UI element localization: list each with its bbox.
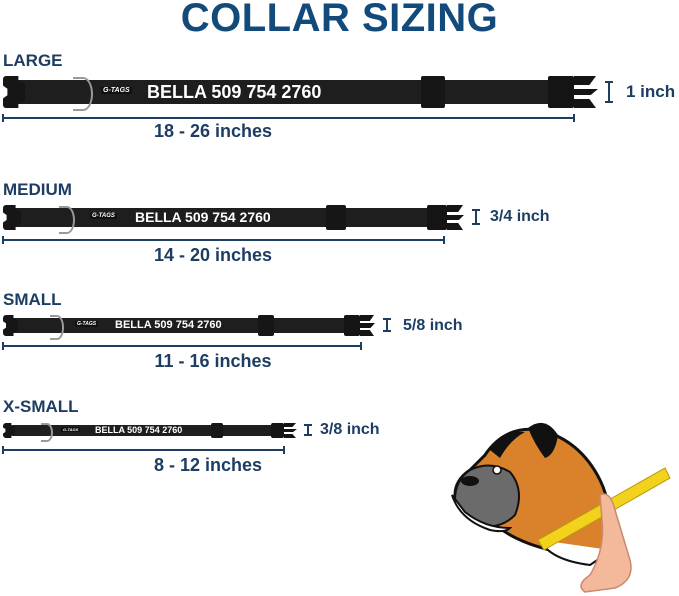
range-label-medium: 14 - 20 inches — [153, 245, 273, 265]
d-ring-icon — [59, 205, 75, 234]
width-label-x-small: 3/8 inch — [320, 421, 380, 438]
range-label-small: 11 - 16 inches — [154, 351, 272, 371]
collar-small: G-TAGS BELLA 509 754 2760 — [3, 315, 375, 340]
d-ring-icon — [50, 315, 64, 340]
width-bracket — [304, 424, 312, 436]
width-label-small: 5/8 inch — [403, 317, 463, 334]
width-bracket — [472, 209, 480, 225]
collar-large: G-TAGS BELLA 509 754 2760 — [3, 76, 598, 112]
size-label-large: LARGE — [3, 51, 63, 70]
length-line-x-small — [2, 446, 285, 454]
collar-x-small: G-TAGS BELLA 509 754 2760 — [3, 423, 297, 442]
brand-logo: G-TAGS — [101, 87, 132, 94]
width-bracket — [383, 318, 391, 332]
left-buckle-icon — [3, 423, 15, 438]
right-buckle-icon — [427, 205, 447, 230]
size-label-x-small: X-SMALL — [3, 397, 79, 416]
width-label-medium: 3/4 inch — [490, 208, 550, 225]
left-buckle-icon — [3, 205, 21, 230]
size-label-small: SMALL — [3, 290, 62, 309]
right-buckle-icon — [548, 76, 574, 108]
size-label-medium: MEDIUM — [3, 180, 72, 199]
boxer-dog-measurement-icon — [451, 422, 671, 593]
brand-logo: G-TAGS — [90, 213, 117, 219]
length-line-small — [2, 342, 362, 350]
collar-name-text: BELLA 509 754 2760 — [115, 319, 222, 331]
brand-logo: G-TAGS — [75, 321, 99, 327]
keeper-icon — [421, 76, 445, 108]
left-buckle-icon — [3, 315, 18, 336]
width-label-large: 1 inch — [626, 82, 676, 101]
range-label-large: 18 - 26 inches — [153, 121, 273, 141]
right-buckle-icon — [344, 315, 360, 336]
page-title: COLLAR SIZING — [180, 0, 499, 40]
length-line-large — [2, 114, 575, 122]
range-label-x-small: 8 - 12 inches — [153, 455, 263, 475]
collar-name-text: BELLA 509 754 2760 — [95, 425, 183, 435]
width-bracket — [605, 81, 613, 103]
d-ring-icon — [73, 76, 93, 112]
d-ring-icon — [41, 423, 53, 442]
keeper-icon — [326, 205, 346, 230]
left-buckle-icon — [3, 76, 25, 108]
length-line-medium — [2, 236, 445, 244]
keeper-icon — [258, 315, 274, 336]
collar-name-text: BELLA 509 754 2760 — [135, 209, 271, 225]
collar-name-text: BELLA 509 754 2760 — [147, 82, 322, 102]
right-buckle-icon — [271, 423, 284, 438]
collar-medium: G-TAGS BELLA 509 754 2760 — [3, 205, 464, 234]
keeper-icon — [211, 423, 223, 438]
brand-logo: G-TAGS — [61, 427, 81, 432]
